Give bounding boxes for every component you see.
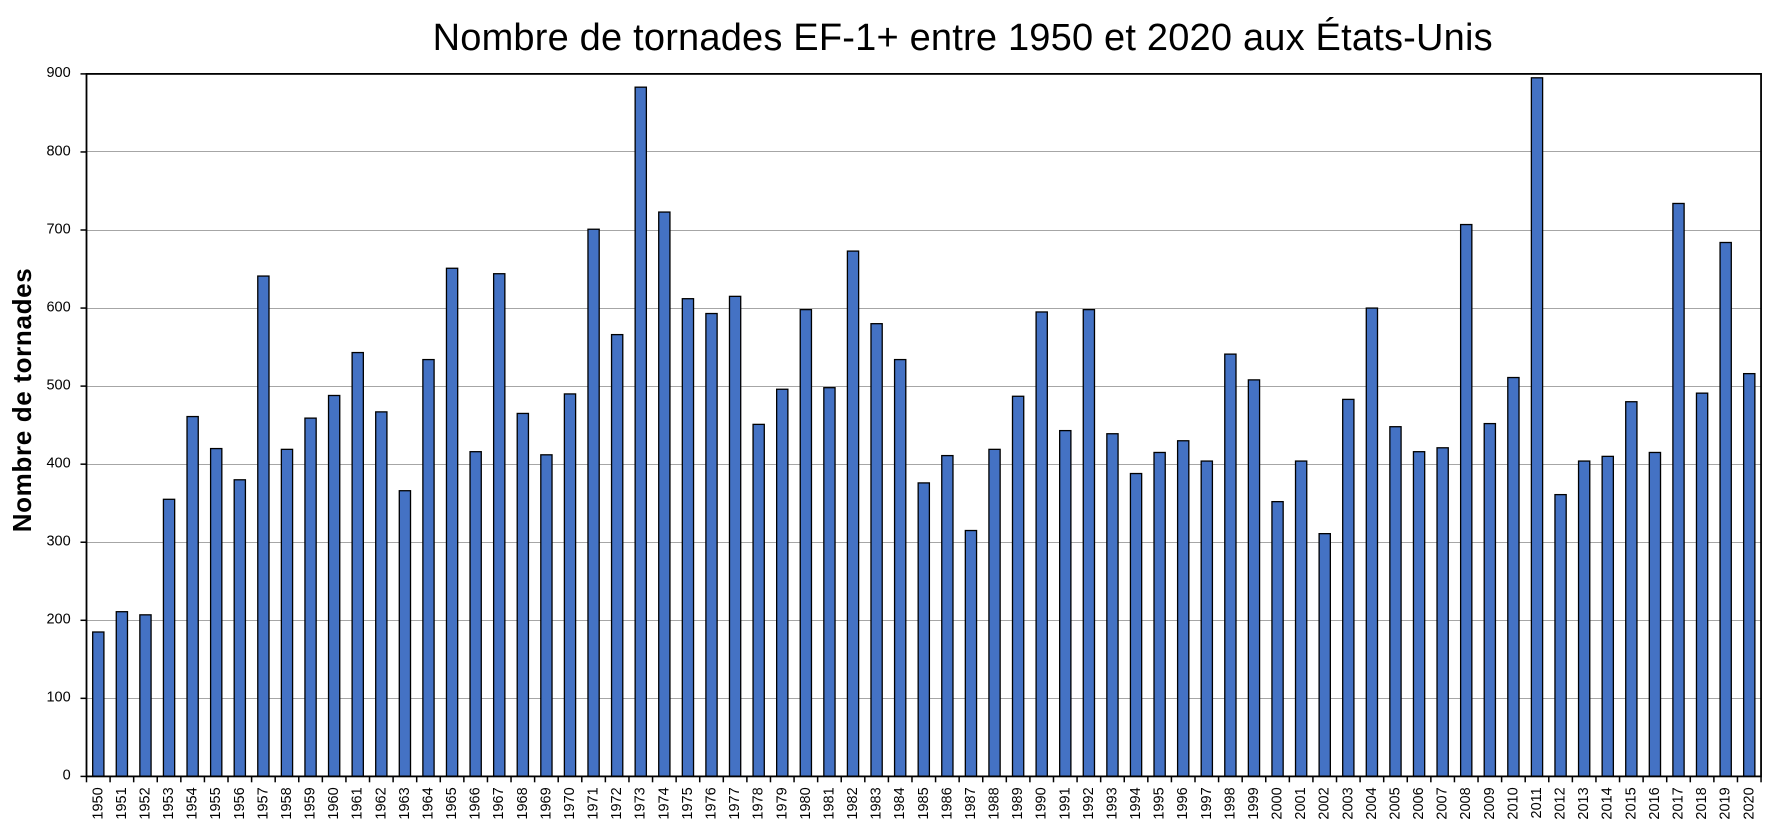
svg-text:1996: 1996	[1175, 787, 1191, 819]
svg-text:2007: 2007	[1435, 787, 1451, 819]
svg-text:2011: 2011	[1529, 787, 1545, 818]
svg-text:1950: 1950	[90, 787, 106, 819]
svg-text:2016: 2016	[1647, 787, 1663, 819]
svg-text:1987: 1987	[963, 787, 979, 819]
svg-text:1962: 1962	[373, 787, 389, 819]
svg-text:900: 900	[46, 65, 70, 81]
svg-text:2019: 2019	[1718, 787, 1734, 819]
svg-text:1974: 1974	[656, 787, 672, 819]
svg-text:2001: 2001	[1293, 787, 1309, 819]
svg-text:Nombre de tornades EF-1+ entre: Nombre de tornades EF-1+ entre 1950 et 2…	[433, 16, 1493, 59]
svg-text:400: 400	[46, 455, 70, 471]
svg-text:1977: 1977	[727, 787, 743, 819]
svg-text:1971: 1971	[586, 787, 602, 819]
svg-text:1989: 1989	[1010, 787, 1026, 819]
svg-text:1998: 1998	[1222, 787, 1238, 819]
svg-text:2008: 2008	[1458, 787, 1474, 819]
svg-text:1960: 1960	[326, 787, 342, 819]
svg-text:2003: 2003	[1340, 787, 1356, 819]
svg-text:1993: 1993	[1104, 787, 1120, 819]
svg-text:1963: 1963	[397, 787, 413, 819]
svg-text:700: 700	[46, 221, 70, 237]
svg-text:1988: 1988	[987, 787, 1003, 819]
svg-text:2009: 2009	[1482, 787, 1498, 819]
svg-text:100: 100	[46, 690, 70, 706]
svg-text:1981: 1981	[821, 787, 837, 819]
svg-text:1995: 1995	[1152, 787, 1168, 819]
svg-text:200: 200	[46, 612, 70, 628]
svg-text:1982: 1982	[845, 787, 861, 819]
svg-text:2006: 2006	[1411, 787, 1427, 819]
svg-text:Nombre de tornades: Nombre de tornades	[7, 268, 37, 532]
svg-text:1979: 1979	[774, 787, 790, 819]
svg-text:1992: 1992	[1081, 787, 1097, 819]
svg-text:2020: 2020	[1741, 787, 1757, 819]
svg-text:1984: 1984	[892, 787, 908, 819]
svg-text:1999: 1999	[1246, 787, 1262, 819]
svg-text:1964: 1964	[420, 787, 436, 819]
svg-text:2014: 2014	[1600, 787, 1616, 819]
svg-text:1966: 1966	[468, 787, 484, 819]
svg-text:1952: 1952	[137, 787, 153, 819]
svg-text:1997: 1997	[1199, 787, 1215, 819]
svg-text:1978: 1978	[751, 787, 767, 819]
svg-text:1967: 1967	[491, 787, 507, 819]
svg-text:600: 600	[46, 299, 70, 315]
svg-text:2004: 2004	[1364, 787, 1380, 819]
svg-text:1958: 1958	[279, 787, 295, 819]
svg-text:1985: 1985	[916, 787, 932, 819]
svg-text:300: 300	[46, 534, 70, 550]
svg-text:2017: 2017	[1671, 787, 1687, 819]
svg-text:1980: 1980	[798, 787, 814, 819]
svg-text:1961: 1961	[350, 787, 366, 819]
svg-text:1953: 1953	[161, 787, 177, 819]
svg-text:1955: 1955	[208, 787, 224, 819]
svg-text:0: 0	[63, 768, 71, 784]
svg-text:1976: 1976	[704, 787, 720, 819]
svg-text:1951: 1951	[114, 787, 130, 819]
svg-text:1965: 1965	[444, 787, 460, 819]
svg-text:500: 500	[46, 377, 70, 393]
svg-text:1969: 1969	[538, 787, 554, 819]
svg-text:800: 800	[46, 143, 70, 159]
svg-text:1991: 1991	[1057, 787, 1073, 819]
svg-text:2010: 2010	[1505, 787, 1521, 819]
svg-text:1970: 1970	[562, 787, 578, 819]
svg-text:1954: 1954	[185, 787, 201, 819]
svg-text:1968: 1968	[515, 787, 531, 819]
svg-text:2000: 2000	[1270, 787, 1286, 819]
svg-text:2005: 2005	[1387, 787, 1403, 819]
svg-text:2012: 2012	[1553, 787, 1569, 819]
svg-text:1983: 1983	[869, 787, 885, 819]
svg-text:2013: 2013	[1576, 787, 1592, 819]
svg-text:2018: 2018	[1694, 787, 1710, 819]
svg-text:1986: 1986	[939, 787, 955, 819]
svg-text:1956: 1956	[232, 787, 248, 819]
svg-text:1990: 1990	[1034, 787, 1050, 819]
svg-text:2015: 2015	[1623, 787, 1639, 819]
svg-text:1972: 1972	[609, 787, 625, 819]
svg-text:1994: 1994	[1128, 787, 1144, 819]
svg-text:1975: 1975	[680, 787, 696, 819]
svg-text:1959: 1959	[303, 787, 319, 819]
svg-text:1973: 1973	[633, 787, 649, 819]
svg-text:1957: 1957	[255, 787, 271, 819]
svg-text:2002: 2002	[1317, 787, 1333, 819]
